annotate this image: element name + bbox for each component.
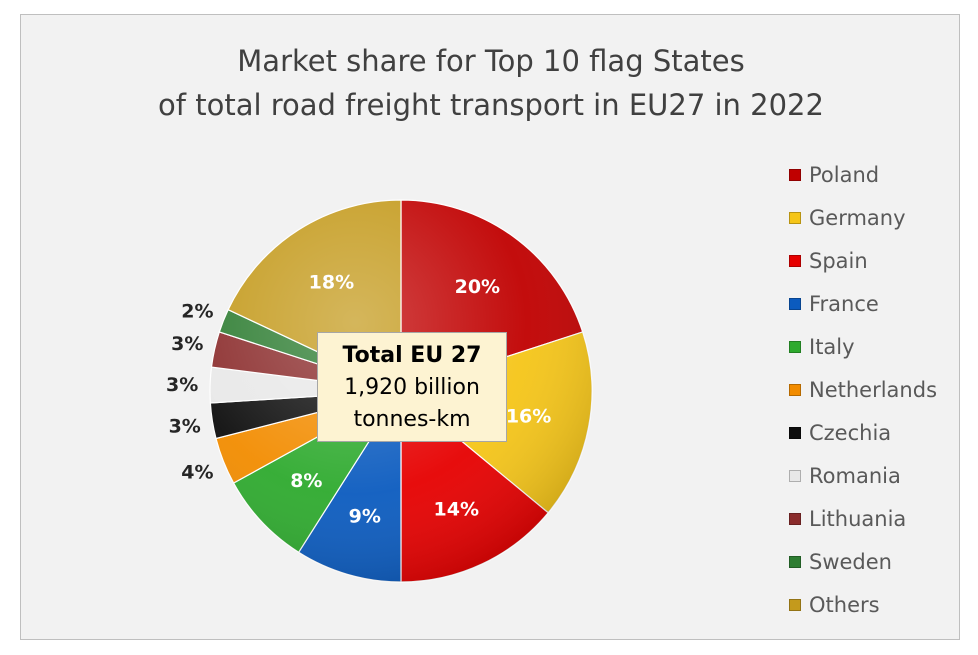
legend-swatch-netherlands xyxy=(789,383,801,396)
legend-swatch-others xyxy=(789,598,801,611)
slice-label-lithuania: 3% xyxy=(171,333,203,355)
chart-legend: Poland Germany Spain France Italy Netherlands… xyxy=(789,153,937,626)
legend-swatch-lithuania xyxy=(789,512,801,525)
slice-label-netherlands: 4% xyxy=(181,462,213,484)
legend-label-czechia: Czechia xyxy=(809,420,892,445)
chart-title-line1: Market share for Top 10 flag States xyxy=(237,44,745,78)
total-callout: Total EU 27 1,920 billion tonnes-km xyxy=(317,332,507,442)
legend-label-lithuania: Lithuania xyxy=(809,506,907,531)
legend-swatch-germany xyxy=(789,211,801,224)
legend-label-italy: Italy xyxy=(809,334,855,359)
legend-swatch-czechia xyxy=(789,426,801,439)
legend-item-others: Others xyxy=(789,583,937,626)
callout-value: 1,920 billion xyxy=(344,375,480,400)
legend-swatch-italy xyxy=(789,340,801,353)
legend-item-germany: Germany xyxy=(789,196,937,239)
legend-swatch-sweden xyxy=(789,555,801,568)
legend-label-sweden: Sweden xyxy=(809,549,892,574)
legend-swatch-poland xyxy=(789,168,801,181)
slice-label-germany: 16% xyxy=(506,405,551,427)
legend-label-poland: Poland xyxy=(809,162,880,187)
chart-title-line2: of total road freight transport in EU27 … xyxy=(158,88,824,122)
callout-title: Total EU 27 xyxy=(342,343,482,368)
slice-label-france: 9% xyxy=(349,506,381,528)
slice-label-romania: 3% xyxy=(166,374,198,396)
slice-label-poland: 20% xyxy=(455,276,500,298)
legend-item-lithuania: Lithuania xyxy=(789,497,937,540)
legend-item-spain: Spain xyxy=(789,239,937,282)
legend-swatch-romania xyxy=(789,469,801,482)
chart-frame: Market share for Top 10 flag States of t… xyxy=(20,14,960,640)
slice-label-czechia: 3% xyxy=(169,415,201,437)
slice-label-spain: 14% xyxy=(434,499,479,521)
legend-item-sweden: Sweden xyxy=(789,540,937,583)
legend-label-germany: Germany xyxy=(809,205,906,230)
legend-item-czechia: Czechia xyxy=(789,411,937,454)
legend-item-netherlands: Netherlands xyxy=(789,368,937,411)
legend-item-italy: Italy xyxy=(789,325,937,368)
chart-title: Market share for Top 10 flag States of t… xyxy=(21,39,961,127)
slice-label-italy: 8% xyxy=(290,470,322,492)
legend-label-netherlands: Netherlands xyxy=(809,377,938,402)
legend-item-poland: Poland xyxy=(789,153,937,196)
legend-label-spain: Spain xyxy=(809,248,868,273)
slice-label-others: 18% xyxy=(309,271,354,293)
legend-label-romania: Romania xyxy=(809,463,901,488)
legend-item-romania: Romania xyxy=(789,454,937,497)
legend-swatch-france xyxy=(789,297,801,310)
legend-item-france: France xyxy=(789,282,937,325)
legend-label-others: Others xyxy=(809,592,880,617)
legend-label-france: France xyxy=(809,291,879,316)
callout-unit: tonnes-km xyxy=(353,407,471,432)
slice-label-sweden: 2% xyxy=(181,300,213,322)
legend-swatch-spain xyxy=(789,254,801,267)
